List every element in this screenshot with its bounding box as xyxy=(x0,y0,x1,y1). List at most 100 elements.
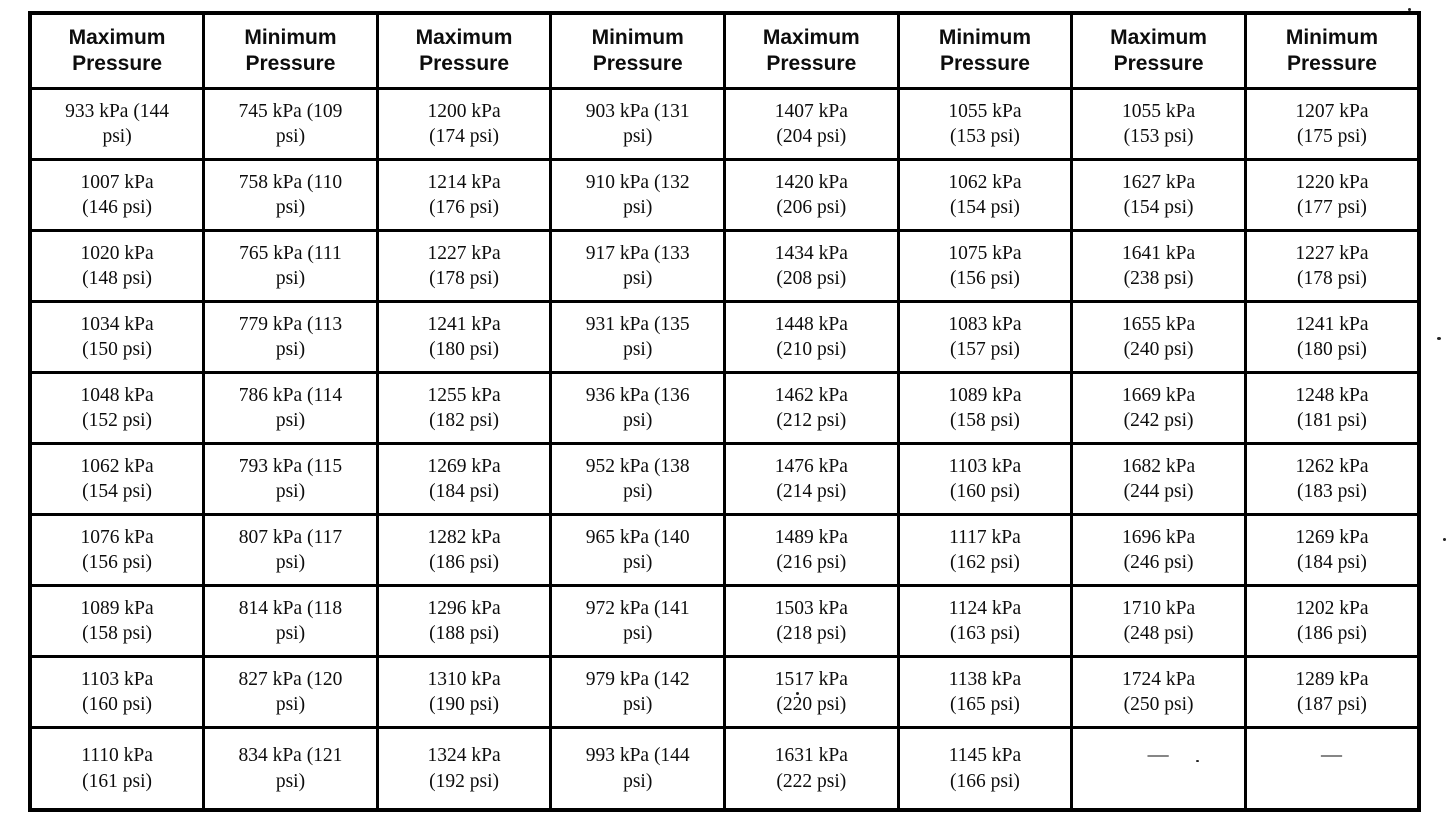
table-body: 933 kPa (144 psi) 745 kPa (109 psi) 1200 k… xyxy=(28,87,1421,812)
pressure-cell: 1089 kPa (158 psi) xyxy=(28,584,206,658)
pressure-cell: 765 kPa (111 psi) xyxy=(202,229,379,303)
pressure-cell: 1055 kPa (153 psi) xyxy=(896,87,1074,161)
pressure-cell: 1241 kPa (180 psi) xyxy=(1243,300,1421,374)
pressure-cell: 1462 kPa (212 psi) xyxy=(723,371,900,445)
pressure-cell: 1227 kPa (178 psi) xyxy=(375,229,553,303)
pressure-cell: 1641 kPa (238 psi) xyxy=(1070,229,1247,303)
pressure-cell: 1220 kPa (177 psi) xyxy=(1243,158,1421,232)
pressure-cell: 1110 kPa (161 psi) xyxy=(28,726,206,812)
pressure-cell: 1503 kPa (218 psi) xyxy=(723,584,900,658)
scan-speck xyxy=(1196,760,1199,762)
pressure-cell: 1407 kPa (204 psi) xyxy=(723,87,900,161)
table-row: 1048 kPa (152 psi) 786 kPa (114 psi) 1255 … xyxy=(28,371,1421,445)
pressure-cell: 745 kPa (109 psi) xyxy=(202,87,379,161)
pressure-cell: 972 kPa (141 psi) xyxy=(549,584,726,658)
pressure-cell: 910 kPa (132 psi) xyxy=(549,158,726,232)
pressure-cell: 936 kPa (136 psi) xyxy=(549,371,726,445)
pressure-cell: 1007 kPa (146 psi) xyxy=(28,158,206,232)
pressure-cell: 1696 kPa (246 psi) xyxy=(1070,513,1247,587)
pressure-cell: 931 kPa (135 psi) xyxy=(549,300,726,374)
header-cell: Minimum Pressure xyxy=(896,11,1074,90)
pressure-cell: 1075 kPa (156 psi) xyxy=(896,229,1074,303)
pressure-cell: 1103 kPa (160 psi) xyxy=(896,442,1074,516)
pressure-cell: 1269 kPa (184 psi) xyxy=(375,442,553,516)
pressure-cell: 1062 kPa (154 psi) xyxy=(896,158,1074,232)
pressure-cell: 1434 kPa (208 psi) xyxy=(723,229,900,303)
pressure-cell: 786 kPa (114 psi) xyxy=(202,371,379,445)
pressure-cell: 1034 kPa (150 psi) xyxy=(28,300,206,374)
header-cell: Maximum Pressure xyxy=(723,11,900,90)
table-row: 933 kPa (144 psi) 745 kPa (109 psi) 1200 k… xyxy=(28,87,1421,161)
pressure-cell: 1145 kPa (166 psi) xyxy=(896,726,1074,812)
scan-speck xyxy=(1408,8,1411,11)
pressure-cell: 1117 kPa (162 psi) xyxy=(896,513,1074,587)
pressure-cell: 1103 kPa (160 psi) xyxy=(28,655,206,729)
header-row: Maximum Pressure Minimum Pressure Maximum … xyxy=(28,11,1421,90)
scan-speck xyxy=(1443,538,1446,541)
pressure-cell: 1083 kPa (157 psi) xyxy=(896,300,1074,374)
pressure-cell: 1289 kPa (187 psi) xyxy=(1243,655,1421,729)
pressure-cell: 1062 kPa (154 psi) xyxy=(28,442,206,516)
header-cell: Maximum Pressure xyxy=(28,11,206,90)
pressure-cell: 834 kPa (121 psi) xyxy=(202,726,379,812)
header-cell: Maximum Pressure xyxy=(375,11,553,90)
pressure-cell: 807 kPa (117 psi) xyxy=(202,513,379,587)
table-row: 1020 kPa (148 psi) 765 kPa (111 psi) 1227 … xyxy=(28,229,1421,303)
table-row: 1103 kPa (160 psi) 827 kPa (120 psi) 1310 … xyxy=(28,655,1421,729)
pressure-cell: 993 kPa (144 psi) xyxy=(549,726,726,812)
pressure-cell: 1296 kPa (188 psi) xyxy=(375,584,553,658)
pressure-cell: 903 kPa (131 psi) xyxy=(549,87,726,161)
table-row: 1076 kPa (156 psi) 807 kPa (117 psi) 1282 … xyxy=(28,513,1421,587)
pressure-cell: 1248 kPa (181 psi) xyxy=(1243,371,1421,445)
pressure-cell: 814 kPa (118 psi) xyxy=(202,584,379,658)
pressure-cell: 1669 kPa (242 psi) xyxy=(1070,371,1247,445)
pressure-cell: 1476 kPa (214 psi) xyxy=(723,442,900,516)
pressure-cell: 1227 kPa (178 psi) xyxy=(1243,229,1421,303)
pressure-cell: 827 kPa (120 psi) xyxy=(202,655,379,729)
pressure-cell: 758 kPa (110 psi) xyxy=(202,158,379,232)
pressure-cell: 1202 kPa (186 psi) xyxy=(1243,584,1421,658)
pressure-cell: 1214 kPa (176 psi) xyxy=(375,158,553,232)
pressure-cell: 952 kPa (138 psi) xyxy=(549,442,726,516)
pressure-cell: 1241 kPa (180 psi) xyxy=(375,300,553,374)
table-row: 1110 kPa (161 psi) 834 kPa (121 psi) 1324 … xyxy=(28,726,1421,812)
header-cell: Maximum Pressure xyxy=(1070,11,1247,90)
pressure-cell: 1324 kPa (192 psi) xyxy=(375,726,553,812)
pressure-cell: 1489 kPa (216 psi) xyxy=(723,513,900,587)
pressure-cell: 1448 kPa (210 psi) xyxy=(723,300,900,374)
pressure-cell: 1138 kPa (165 psi) xyxy=(896,655,1074,729)
pressure-cell: 1627 kPa (154 psi) xyxy=(1070,158,1247,232)
pressure-cell: 979 kPa (142 psi) xyxy=(549,655,726,729)
pressure-cell: 965 kPa (140 psi) xyxy=(549,513,726,587)
pressure-cell: 1310 kPa (190 psi) xyxy=(375,655,553,729)
pressure-cell: 1207 kPa (175 psi) xyxy=(1243,87,1421,161)
pressure-cell: 1517 kPa (220 psi) xyxy=(723,655,900,729)
pressure-cell: 933 kPa (144 psi) xyxy=(28,87,206,161)
pressure-cell: 1420 kPa (206 psi) xyxy=(723,158,900,232)
pressure-cell: 1124 kPa (163 psi) xyxy=(896,584,1074,658)
pressure-cell: 1048 kPa (152 psi) xyxy=(28,371,206,445)
pressure-cell: 1255 kPa (182 psi) xyxy=(375,371,553,445)
pressure-cell: 1682 kPa (244 psi) xyxy=(1070,442,1247,516)
header-cell: Minimum Pressure xyxy=(202,11,379,90)
pressure-cell: 1631 kPa (222 psi) xyxy=(723,726,900,812)
pressure-cell: 1089 kPa (158 psi) xyxy=(896,371,1074,445)
header-cell: Minimum Pressure xyxy=(549,11,726,90)
pressure-cell: — xyxy=(1070,726,1247,812)
table-row: 1062 kPa (154 psi) 793 kPa (115 psi) 1269 … xyxy=(28,442,1421,516)
pressure-cell: 1055 kPa (153 psi) xyxy=(1070,87,1247,161)
table-row: 1089 kPa (158 psi) 814 kPa (118 psi) 1296 … xyxy=(28,584,1421,658)
table-row: 1034 kPa (150 psi) 779 kPa (113 psi) 1241 … xyxy=(28,300,1421,374)
pressure-cell: 1076 kPa (156 psi) xyxy=(28,513,206,587)
pressure-cell: 1262 kPa (183 psi) xyxy=(1243,442,1421,516)
header-cell: Minimum Pressure xyxy=(1243,11,1421,90)
pressure-cell: — xyxy=(1243,726,1421,812)
pressure-cell: 793 kPa (115 psi) xyxy=(202,442,379,516)
pressure-cell: 1655 kPa (240 psi) xyxy=(1070,300,1247,374)
pressure-cell: 1282 kPa (186 psi) xyxy=(375,513,553,587)
table-header-row: Maximum Pressure Minimum Pressure Maximum … xyxy=(28,11,1421,90)
pressure-cell: 1269 kPa (184 psi) xyxy=(1243,513,1421,587)
pressure-spec-table: Maximum Pressure Minimum Pressure Maximum … xyxy=(28,11,1421,812)
pressure-cell: 917 kPa (133 psi) xyxy=(549,229,726,303)
